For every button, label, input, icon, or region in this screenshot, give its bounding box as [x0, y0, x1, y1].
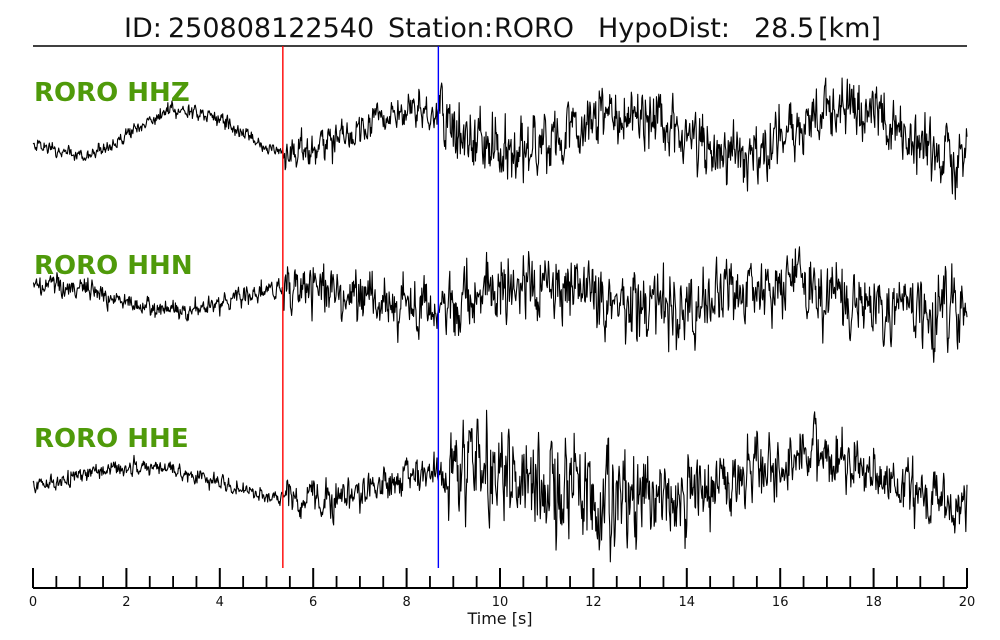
channel-label-hhe: RORO HHE: [34, 424, 189, 454]
x-tick-label: 16: [772, 595, 789, 610]
x-tick-label: 18: [865, 595, 882, 610]
hypodist-value: 28.5: [754, 13, 814, 44]
x-tick-label: 6: [309, 595, 317, 610]
x-tick-label: 10: [492, 595, 509, 610]
trace-hhz: [32, 77, 968, 200]
x-tick-label: 2: [122, 595, 130, 610]
x-tick-label: 0: [29, 595, 37, 610]
channel-label-hhz: RORO HHZ: [34, 78, 190, 108]
channel-label-hhn: RORO HHN: [34, 251, 193, 281]
waveform-traces: [32, 77, 968, 563]
hypodist-label: HypoDist:: [598, 13, 730, 44]
x-axis-label: Time [s]: [466, 609, 532, 628]
id-value: 250808122540: [168, 13, 374, 44]
station-label: Station:: [388, 13, 493, 44]
phase-picks: [282, 46, 440, 568]
x-tick-label: 4: [216, 595, 224, 610]
x-tick-label: 12: [585, 595, 602, 610]
station-value: RORO: [494, 13, 574, 44]
hypodist-unit: [km]: [818, 13, 881, 44]
trace-hhn: [32, 246, 968, 363]
x-tick-label: 14: [679, 595, 696, 610]
x-tick-label: 8: [402, 595, 410, 610]
time-axis: 0 2 4 6 8 10 12 14 16 18 20: [29, 568, 975, 610]
x-tick-label: 20: [959, 595, 976, 610]
figure-title: ID: 250808122540 Station: RORO HypoDist:…: [124, 13, 881, 44]
id-label: ID:: [124, 13, 162, 44]
trace-hhe: [32, 409, 968, 563]
